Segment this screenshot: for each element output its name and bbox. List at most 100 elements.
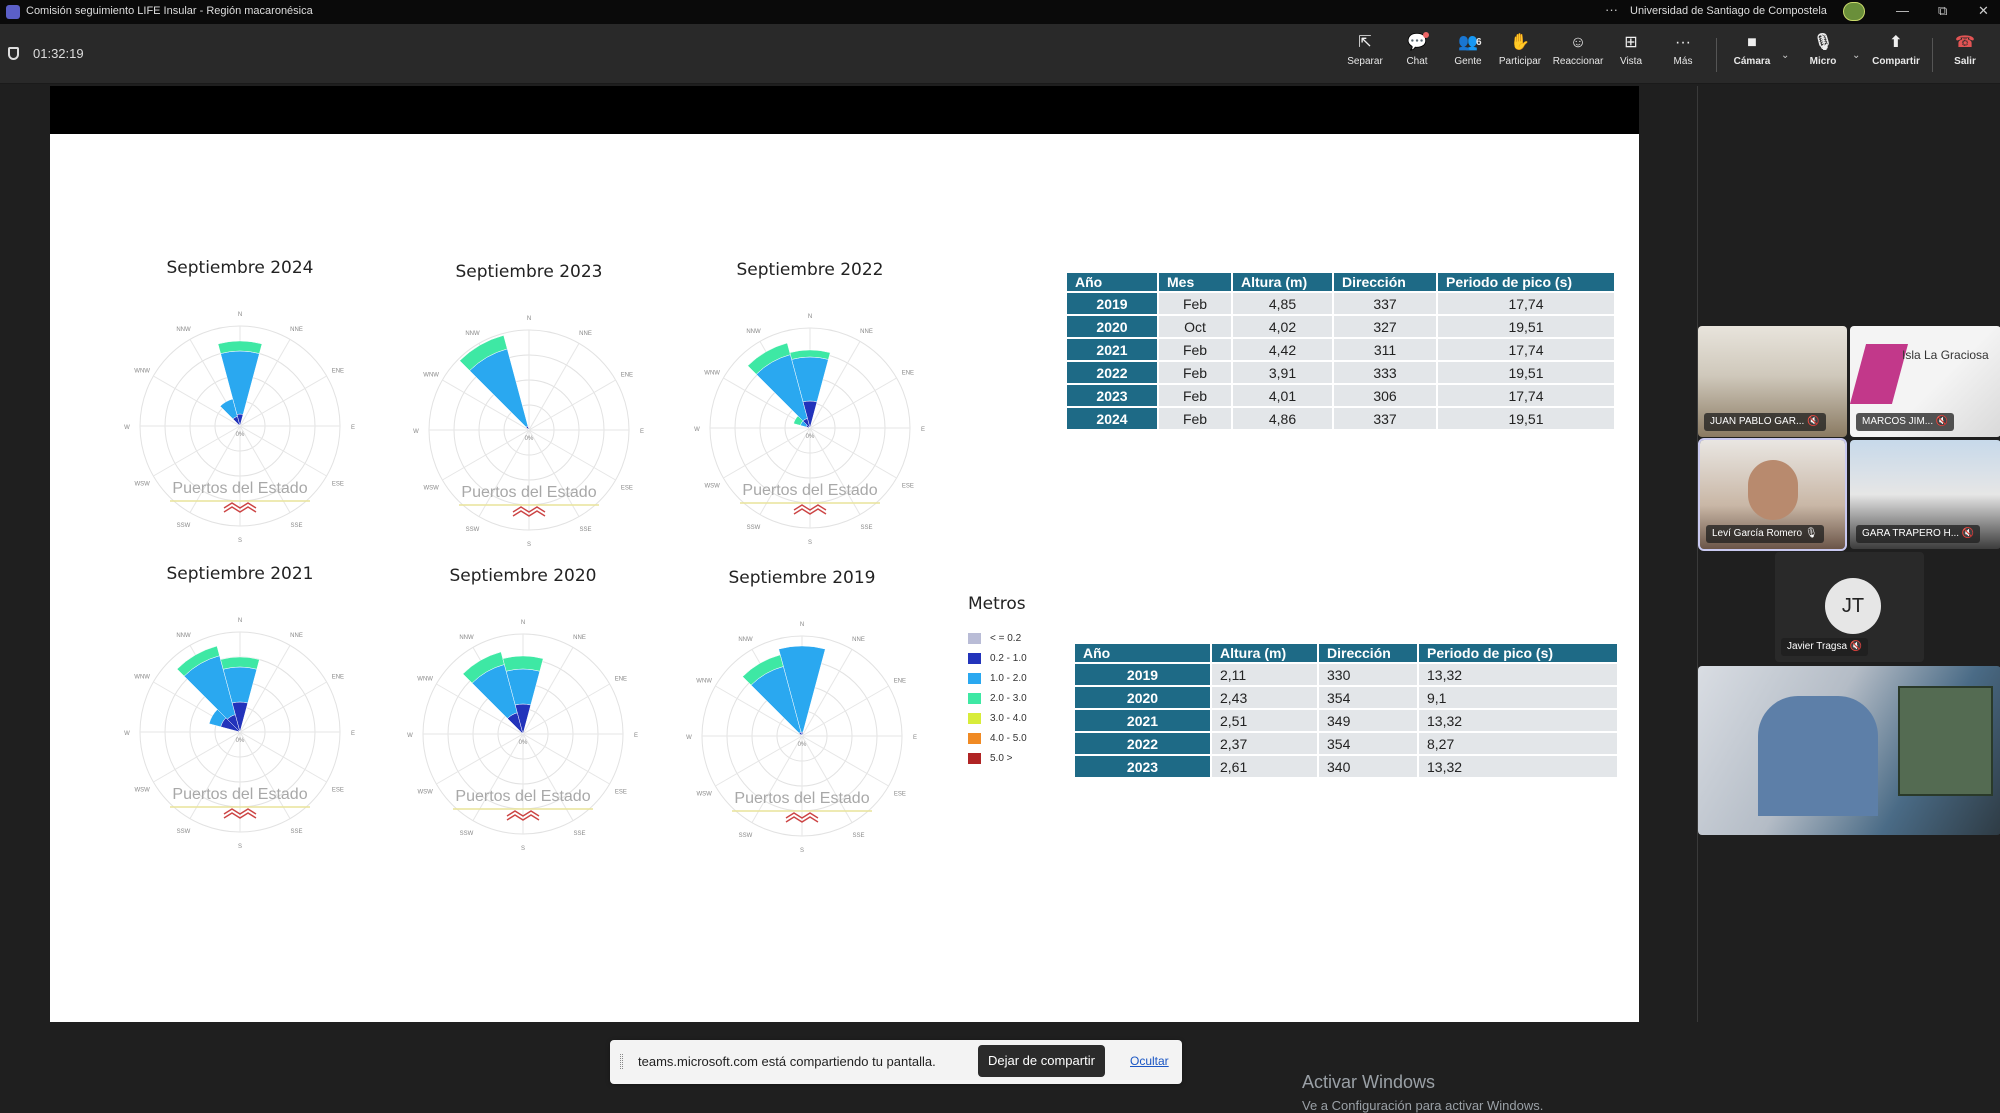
puertos-del-estado-watermark: Puertos del Estado [172, 480, 307, 497]
more-button[interactable]: ··· Más [1658, 34, 1708, 67]
compass-label: SSW [177, 829, 191, 835]
meeting-toolbar: 01:32:19 ⇱ Separar 💬 Chat 👥 6 Gente ✋ Partici… [0, 24, 2000, 84]
grid-spoke [239, 375, 327, 427]
table-row: 2022 Feb 3,91 333 19,51 [1067, 362, 1614, 383]
mic-off-icon: 🔇 [1935, 416, 1949, 427]
center-label: 0% [806, 434, 815, 440]
grid-spoke [801, 735, 853, 823]
year-cell: 2024 [1067, 408, 1157, 429]
more-options-icon[interactable]: ··· [1605, 2, 1618, 17]
table-cell: 2,37 [1212, 733, 1317, 754]
rose-sector [747, 342, 791, 375]
puertos-del-estado-watermark: Puertos del Estado [461, 484, 596, 501]
grid-spoke [751, 735, 803, 823]
grid-spoke [189, 425, 241, 513]
chat-button[interactable]: 💬 Chat [1392, 32, 1442, 67]
table-cell: 337 [1334, 293, 1436, 314]
meeting-timer: 01:32:19 [33, 46, 84, 61]
minimize-button[interactable]: — [1896, 3, 1909, 18]
participant-face [1748, 460, 1798, 520]
grid-icon: ⊞ [1624, 34, 1638, 51]
compass-label: W [407, 733, 413, 739]
separator [1932, 38, 1933, 72]
wave-rose-2023: Septiembre 2023 N NNE ENE E ESE SSE S SSW WSW W WN… [394, 262, 664, 562]
hide-link[interactable]: Ocultar [1130, 1054, 1169, 1068]
compass-label: WSW [704, 484, 720, 490]
year-cell: 2019 [1075, 664, 1210, 685]
grid-spoke [442, 429, 530, 481]
rose-sector [742, 654, 784, 686]
participant-tile[interactable]: JUAN PABLO GAR... 🔇 [1698, 326, 1847, 437]
bird-logo-icon [1850, 344, 1909, 404]
year-cell: 2019 [1067, 293, 1157, 314]
participant-tile[interactable]: JT Javier Tragsa 🔇 [1775, 552, 1924, 662]
table-cell: 349 [1319, 710, 1417, 731]
window-title: Comisión seguimiento LIFE Insular - Regi… [26, 5, 313, 17]
table-row: 2023 Feb 4,01 306 17,74 [1067, 385, 1614, 406]
compass-label: ESE [621, 486, 633, 492]
table-cell: Feb [1159, 408, 1231, 429]
table-cell: 354 [1319, 733, 1417, 754]
compass-label: NNW [176, 633, 191, 639]
account-avatar[interactable] [1843, 2, 1865, 21]
rose-sector [219, 398, 238, 420]
legend-swatch [968, 752, 981, 764]
grid-spoke [801, 735, 889, 787]
compass-label: ENE [894, 679, 906, 685]
participant-tile[interactable] [1698, 666, 2000, 835]
rose-sector [462, 651, 505, 684]
compass-label: ENE [615, 677, 627, 683]
compass-label: SSW [739, 833, 753, 839]
share-button[interactable]: ⬆ Compartir [1868, 34, 1924, 67]
legend-item: 1.0 - 2.0 [968, 668, 1058, 688]
participant-tile[interactable]: GARA TRAPERO H... 🔇 [1850, 440, 2000, 549]
react-button[interactable]: ☺ Reaccionar [1550, 34, 1606, 67]
logo-waves-icon [793, 504, 827, 515]
rose-sector [778, 645, 826, 733]
legend-title: Metros [968, 594, 1026, 614]
rose-chart: N NNE ENE E ESE SSE S SSW WSW W WNW NNW 0% Puertos de… [407, 620, 638, 852]
mic-button[interactable]: 🎙 Micro [1798, 34, 1848, 67]
smiley-icon: ☺ [1569, 34, 1587, 51]
organization-name[interactable]: Universidad de Santiago de Compostela [1630, 5, 1827, 17]
people-button[interactable]: 👥 6 Gente [1443, 34, 1493, 67]
height-legend: Metros < = 0.2 0.2 - 1.0 1.0 - 2.0 2.0 -… [968, 594, 1058, 768]
background-overlay-text: Isla La Graciosa [1902, 348, 1989, 362]
grid-spoke [809, 341, 861, 429]
compass-label: N [800, 622, 804, 628]
compass-label: WSW [134, 482, 150, 488]
logo-waves-icon [223, 502, 257, 513]
compass-label: E [921, 427, 925, 433]
compass-label: WSW [417, 790, 433, 796]
mic-options-chevron[interactable]: ⌄ [1852, 50, 1861, 61]
compass-label: NNE [290, 327, 303, 333]
compass-label: S [238, 844, 242, 850]
table-cell: 19,51 [1438, 362, 1614, 383]
table-cell: 311 [1334, 339, 1436, 360]
view-button[interactable]: ⊞ Vista [1606, 34, 1656, 67]
drag-handle[interactable] [620, 1054, 623, 1069]
col-header: Mes [1159, 273, 1231, 291]
compass-label: WNW [704, 371, 720, 377]
camera-options-chevron[interactable]: ⌄ [1781, 50, 1790, 61]
close-window-button[interactable]: ✕ [1978, 3, 1989, 18]
share-icon: ⬆ [1889, 34, 1903, 51]
grid-spoke [239, 681, 327, 733]
legend-item: 3.0 - 4.0 [968, 708, 1058, 728]
leave-button[interactable]: ☎ Salir [1940, 34, 1990, 67]
restore-button[interactable]: ⧉ [1938, 3, 1948, 18]
table-cell: 19,51 [1438, 408, 1614, 429]
stop-sharing-button[interactable]: Dejar de compartir [978, 1045, 1105, 1077]
participant-tile[interactable]: Leví García Romero 🎙 [1698, 438, 1847, 551]
camera-button[interactable]: ■ Cámara [1727, 34, 1777, 67]
rose-title: Septiembre 2023 [455, 262, 603, 282]
grid-spoke [436, 683, 524, 735]
year-cell: 2021 [1067, 339, 1157, 360]
participant-tile[interactable]: Isla La Graciosa MARCOS JIM... 🔇 [1850, 326, 2000, 437]
compass-label: WNW [134, 675, 150, 681]
compass-label: NNE [579, 331, 592, 337]
compass-label: NNE [573, 635, 586, 641]
separar-button[interactable]: ⇱ Separar [1340, 34, 1390, 67]
compass-label: WSW [696, 792, 712, 798]
raise-hand-button[interactable]: ✋ Participar [1495, 34, 1545, 67]
